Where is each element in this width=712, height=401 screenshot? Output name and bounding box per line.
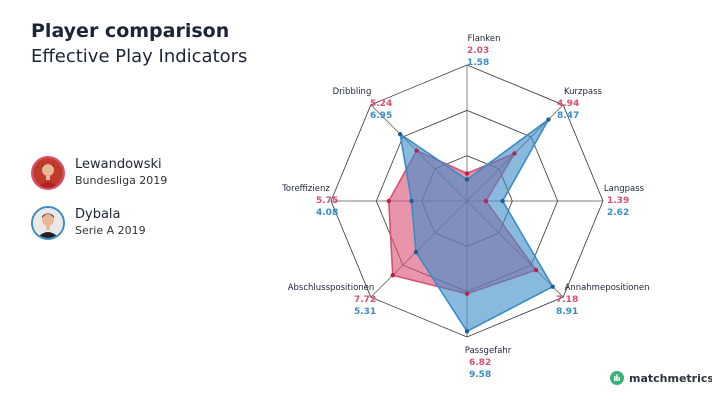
value-label: 7.18	[556, 295, 578, 305]
axis-label: Dribbling	[333, 87, 372, 97]
data-point	[464, 291, 470, 296]
brand-name: matchmetrics	[629, 371, 712, 385]
value-label: 2.03	[467, 46, 489, 56]
data-point	[483, 198, 489, 204]
chart-subtitle: Effective Play Indicators	[31, 46, 248, 67]
data-point	[550, 284, 555, 289]
axis-label: Langpass	[604, 184, 645, 194]
data-point	[512, 151, 517, 156]
axis-label: Abschlusspositionen	[288, 283, 375, 293]
series-area-dybala	[399, 118, 554, 333]
axis-label: Kurzpass	[564, 87, 603, 97]
axis-label: Flanken	[467, 34, 500, 44]
value-label: 2.62	[607, 208, 629, 218]
legend-player-dybala: Dybala Serie A 2019	[31, 206, 146, 240]
value-label: 1.39	[607, 196, 629, 206]
player-name: Dybala	[75, 207, 121, 222]
value-label: 5.31	[354, 307, 376, 317]
value-label: 8.91	[556, 307, 578, 317]
legend-player-lewandowski: Lewandowski Bundesliga 2019	[31, 156, 167, 190]
avatar-dybala-icon	[31, 206, 65, 240]
value-label: 5.24	[370, 99, 392, 109]
player-league: Serie A 2019	[75, 224, 146, 237]
value-label: 5.75	[316, 196, 338, 206]
value-label: 4.08	[316, 208, 338, 218]
value-label: 7.72	[354, 295, 376, 305]
data-point	[464, 329, 470, 334]
data-point	[390, 273, 395, 278]
data-point	[413, 249, 419, 255]
axis-label: Passgefahr	[465, 346, 512, 356]
value-label: 1.58	[467, 58, 489, 68]
matchmetrics-logo-icon	[610, 371, 624, 385]
data-point	[500, 198, 505, 204]
chart-title: Player comparison	[31, 20, 230, 42]
axis-label: Annahmepositionen	[565, 283, 650, 293]
brand-logo: matchmetrics	[610, 371, 712, 385]
data-point	[464, 177, 470, 182]
data-point	[546, 117, 551, 122]
data-point	[533, 267, 539, 273]
data-point	[414, 148, 419, 153]
value-label: 6.95	[370, 111, 392, 121]
avatar-lewandowski-icon	[31, 156, 65, 190]
data-point	[464, 171, 470, 176]
value-label: 6.82	[469, 358, 491, 368]
value-label: 9.58	[469, 370, 491, 380]
data-point	[386, 198, 391, 204]
value-label: 4.94	[557, 99, 579, 109]
player-name: Lewandowski	[75, 157, 162, 172]
data-point	[397, 131, 403, 137]
value-label: 8.47	[557, 111, 579, 121]
player-league: Bundesliga 2019	[75, 174, 168, 187]
data-point	[409, 198, 414, 204]
axis-label: Toreffizienz	[281, 184, 330, 194]
